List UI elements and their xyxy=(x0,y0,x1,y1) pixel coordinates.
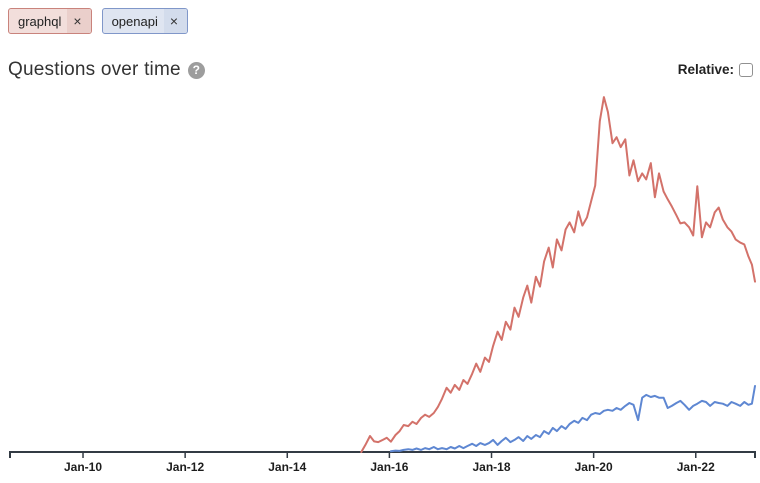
x-axis-tick-label-4: Jan-18 xyxy=(473,460,511,474)
x-axis-tick-label-2: Jan-14 xyxy=(268,460,306,474)
series-line-openapi xyxy=(389,385,756,453)
chart-header: Questions over time ? xyxy=(8,59,205,81)
relative-toggle[interactable]: Relative: xyxy=(678,62,753,77)
page-title: Questions over time xyxy=(8,59,181,80)
relative-checkbox[interactable] xyxy=(739,62,753,77)
tag-chip-openapi[interactable]: openapi × xyxy=(101,8,189,34)
tag-label-graphql: graphql xyxy=(18,13,62,29)
x-axis-line xyxy=(9,451,756,458)
tag-chip-graphql[interactable]: graphql × xyxy=(8,8,92,34)
relative-label: Relative: xyxy=(677,62,734,77)
x-axis-tick-label-3: Jan-16 xyxy=(370,460,408,474)
tag-label-openapi: openapi xyxy=(111,13,158,29)
tag-chip-list: graphql × openapi × xyxy=(8,8,189,34)
x-axis-tick-label-5: Jan-20 xyxy=(575,460,613,474)
remove-tag-graphql-button[interactable]: × xyxy=(67,9,91,33)
help-circle-question-icon[interactable]: ? xyxy=(187,61,205,79)
x-axis-tick-label-6: Jan-22 xyxy=(677,460,715,474)
remove-tag-openapi-button[interactable]: × xyxy=(163,9,188,33)
series-line-graphql xyxy=(360,96,756,453)
x-axis-tick-label-0: Jan-10 xyxy=(64,460,102,474)
x-axis-tick-label-1: Jan-12 xyxy=(166,460,204,474)
